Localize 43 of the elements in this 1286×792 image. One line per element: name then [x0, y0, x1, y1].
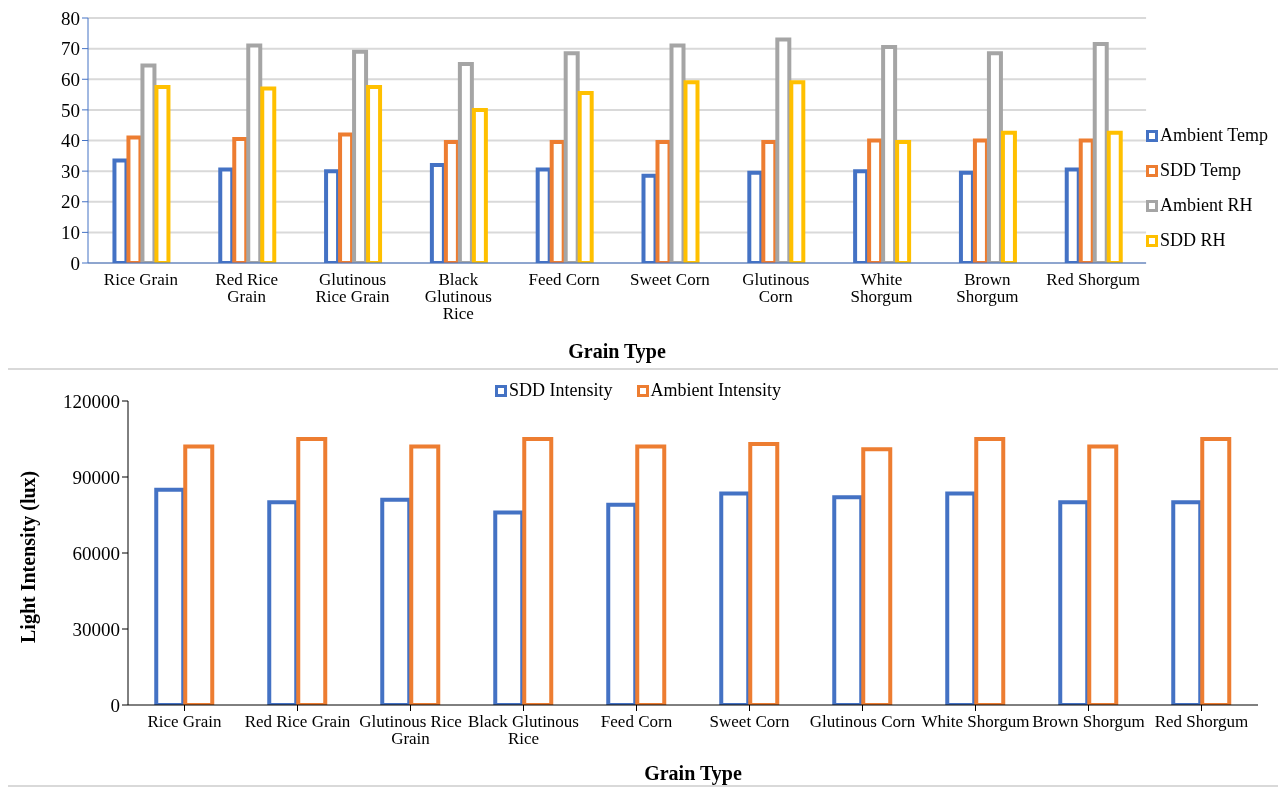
y-tick-label: 50: [61, 99, 80, 121]
y-tick-label: 0: [110, 694, 120, 716]
y-tick-label: 0: [70, 252, 80, 274]
x-tick-label: Rice Grain: [147, 712, 223, 732]
legend-label: SDD Intensity: [509, 380, 613, 401]
x-axis-title: Grain Type: [568, 340, 666, 363]
x-tick-label: Red Rice Grain: [244, 712, 351, 732]
x-tick-label: Glutinous Rice Grain: [359, 712, 462, 749]
y-tick-label: 20: [61, 191, 80, 213]
y-axis-title: Light Intensity (lux): [17, 470, 41, 643]
x-tick-label: Sweet Corn: [709, 712, 790, 732]
x-tick-label: Black Glutinous Rice: [468, 712, 579, 749]
x-tick-label: Black Glutinous Rice: [424, 270, 492, 324]
y-tick-label: 90000: [72, 466, 120, 488]
x-tick-label: Glutinous Corn: [742, 270, 810, 307]
y-tick-label: 120000: [63, 390, 120, 412]
x-tick-label: Red Rice Grain: [215, 270, 279, 307]
x-tick-label: Glutinous Corn: [809, 712, 916, 732]
y-tick-label: 30: [61, 160, 80, 182]
x-tick-label: White Shorgum: [921, 712, 1030, 732]
legend-label: SDD RH: [1160, 230, 1226, 251]
y-tick-label: 30000: [72, 618, 120, 640]
y-tick-label: 60000: [72, 542, 120, 564]
legend-label: SDD Temp: [1160, 160, 1242, 181]
x-tick-label: Rice Grain: [103, 270, 179, 290]
x-tick-label: Brown Shorgum: [1032, 712, 1145, 732]
y-tick-label: 70: [61, 38, 80, 60]
legend-label: Ambient RH: [1160, 195, 1253, 216]
x-tick-label: Red Shorgum: [1046, 270, 1141, 290]
x-tick-label: Glutinous Rice Grain: [315, 270, 391, 307]
x-axis-title: Grain Type: [644, 762, 742, 785]
y-tick-label: 60: [61, 69, 80, 90]
legend-label: Ambient Intensity: [650, 380, 781, 401]
x-tick-label: Red Shorgum: [1154, 712, 1249, 732]
x-tick-label: Sweet Corn: [630, 270, 711, 290]
y-tick-label: 40: [61, 130, 80, 152]
x-tick-label: Feed Corn: [528, 270, 601, 290]
x-tick-label: Brown Shorgum: [956, 270, 1019, 307]
x-tick-label: Feed Corn: [600, 712, 673, 732]
legend-label: Ambient Temp: [1160, 125, 1268, 146]
y-tick-label: 10: [61, 222, 80, 244]
x-tick-label: White Shorgum: [850, 270, 913, 307]
y-tick-label: 80: [61, 7, 80, 29]
